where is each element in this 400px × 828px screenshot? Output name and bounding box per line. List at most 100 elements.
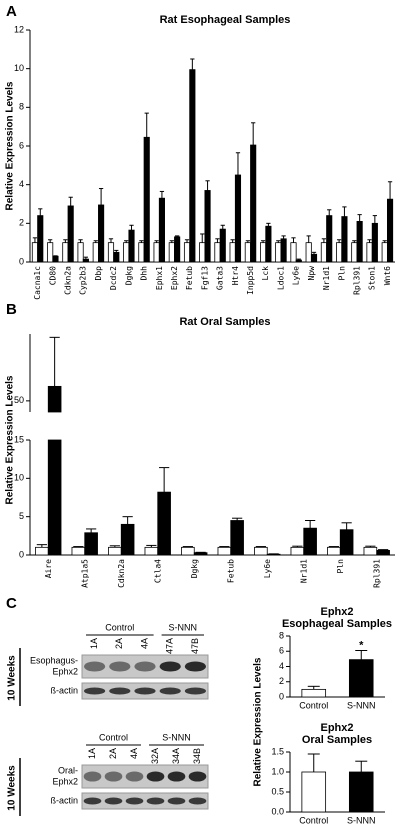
y-tick-label: 1.5 bbox=[271, 746, 284, 756]
bar bbox=[290, 242, 297, 263]
x-tick-label: Cyp2b3 bbox=[79, 266, 88, 295]
x-tick-label: Aire bbox=[44, 559, 53, 578]
bar bbox=[230, 520, 244, 556]
blot-band bbox=[83, 771, 102, 782]
bar bbox=[366, 242, 373, 263]
bar bbox=[128, 229, 135, 263]
x-tick-label: Nr1d1 bbox=[322, 266, 331, 290]
bar bbox=[77, 242, 84, 263]
chart-subtitle: Esophageal Samples bbox=[282, 618, 392, 630]
y-axis-label: Relative Expression Levels bbox=[253, 657, 264, 786]
bar bbox=[123, 242, 130, 263]
bar bbox=[107, 242, 115, 263]
x-tick-label: Npw bbox=[307, 266, 316, 281]
bar bbox=[371, 222, 378, 263]
bar bbox=[52, 255, 59, 263]
x-tick-label: Cacna1c bbox=[33, 266, 42, 300]
bar bbox=[82, 258, 89, 263]
bar bbox=[348, 659, 374, 698]
bar bbox=[381, 242, 388, 263]
blot-band bbox=[188, 797, 207, 805]
bar bbox=[295, 259, 302, 263]
bar bbox=[158, 197, 165, 263]
bar bbox=[144, 546, 159, 556]
x-tick-label: Ston1 bbox=[368, 266, 377, 290]
row-label: Oral- bbox=[58, 765, 78, 775]
blot-band bbox=[184, 661, 206, 672]
bar bbox=[254, 546, 268, 556]
x-tick-label: Htr4 bbox=[231, 266, 240, 285]
y-tick-label: 4 bbox=[279, 661, 284, 671]
bar bbox=[189, 69, 196, 263]
lane-label: 2A bbox=[108, 748, 118, 759]
blot-band bbox=[167, 771, 186, 782]
y-tick-label: 2 bbox=[279, 676, 284, 686]
blot-band bbox=[159, 687, 181, 695]
bar bbox=[214, 242, 221, 263]
row-label: ß-actin bbox=[50, 795, 78, 805]
x-tick-label: Gata3 bbox=[216, 266, 225, 290]
x-tick-label: Ctla4 bbox=[153, 559, 162, 583]
blot-band bbox=[125, 771, 144, 782]
x-tick-label: Fetub bbox=[226, 559, 235, 583]
blot-band bbox=[104, 771, 123, 782]
y-axis-label: Relative Expression Levels bbox=[5, 81, 16, 210]
x-tick-label: Dhh bbox=[140, 266, 149, 281]
bar bbox=[219, 228, 226, 263]
x-tick-label: Rpl391 bbox=[352, 266, 361, 295]
x-tick-label: S-NNN bbox=[347, 815, 376, 825]
bar bbox=[183, 242, 191, 263]
chart-title: Ephx2 bbox=[320, 722, 353, 734]
x-tick-label: Dbp bbox=[94, 266, 103, 281]
y-tick-label: 50 bbox=[14, 395, 24, 405]
x-tick-label: Atp1a5 bbox=[80, 559, 89, 588]
bar bbox=[301, 771, 327, 813]
bar bbox=[138, 242, 145, 263]
bar bbox=[92, 242, 99, 263]
bar bbox=[35, 546, 49, 556]
bar bbox=[290, 546, 305, 556]
bar bbox=[120, 523, 135, 556]
lane-label: 4A bbox=[139, 638, 149, 649]
bar bbox=[265, 225, 272, 263]
x-tick-label: Fetub bbox=[185, 266, 194, 290]
x-tick-label: Nr1d1 bbox=[299, 559, 308, 583]
x-tick-label: Fgf13 bbox=[200, 266, 209, 290]
bar bbox=[351, 242, 358, 263]
y-tick-label: 0 bbox=[19, 549, 24, 559]
bar bbox=[320, 242, 327, 263]
x-tick-label: Control bbox=[299, 700, 328, 710]
y-tick-label: 2 bbox=[19, 218, 24, 228]
x-tick-label: Dcdc2 bbox=[109, 266, 118, 290]
blot-band bbox=[84, 661, 106, 672]
lane-label: 47A bbox=[165, 638, 175, 654]
y-tick-label: 15 bbox=[14, 434, 24, 444]
annotation: * bbox=[359, 639, 364, 651]
x-tick-label: Ldoc1 bbox=[276, 266, 285, 290]
bar bbox=[174, 236, 181, 263]
bar bbox=[153, 242, 160, 263]
blot-band bbox=[184, 687, 206, 695]
blot-band bbox=[104, 797, 123, 805]
blot-band bbox=[109, 661, 131, 672]
bar bbox=[275, 242, 282, 263]
bar bbox=[356, 220, 363, 263]
bar bbox=[250, 144, 257, 263]
x-tick-label: Wnt6 bbox=[383, 266, 392, 285]
bar bbox=[260, 242, 267, 263]
y-tick-label: 4 bbox=[19, 179, 24, 189]
side-label: 10 Weeks bbox=[7, 655, 18, 701]
bar bbox=[341, 216, 348, 263]
lane-label: 1A bbox=[87, 748, 97, 759]
y-tick-label: 0.0 bbox=[271, 806, 284, 816]
panel-label: B bbox=[6, 301, 17, 318]
y-tick-label: 8 bbox=[19, 102, 24, 112]
y-tick-label: 0.5 bbox=[271, 786, 284, 796]
row-label: Esophagus- bbox=[30, 655, 78, 665]
row-label: ß-actin bbox=[50, 685, 78, 695]
bar bbox=[84, 532, 98, 556]
bar bbox=[67, 205, 74, 263]
bar bbox=[310, 253, 318, 263]
blot-band bbox=[146, 797, 165, 805]
bar bbox=[113, 251, 120, 263]
